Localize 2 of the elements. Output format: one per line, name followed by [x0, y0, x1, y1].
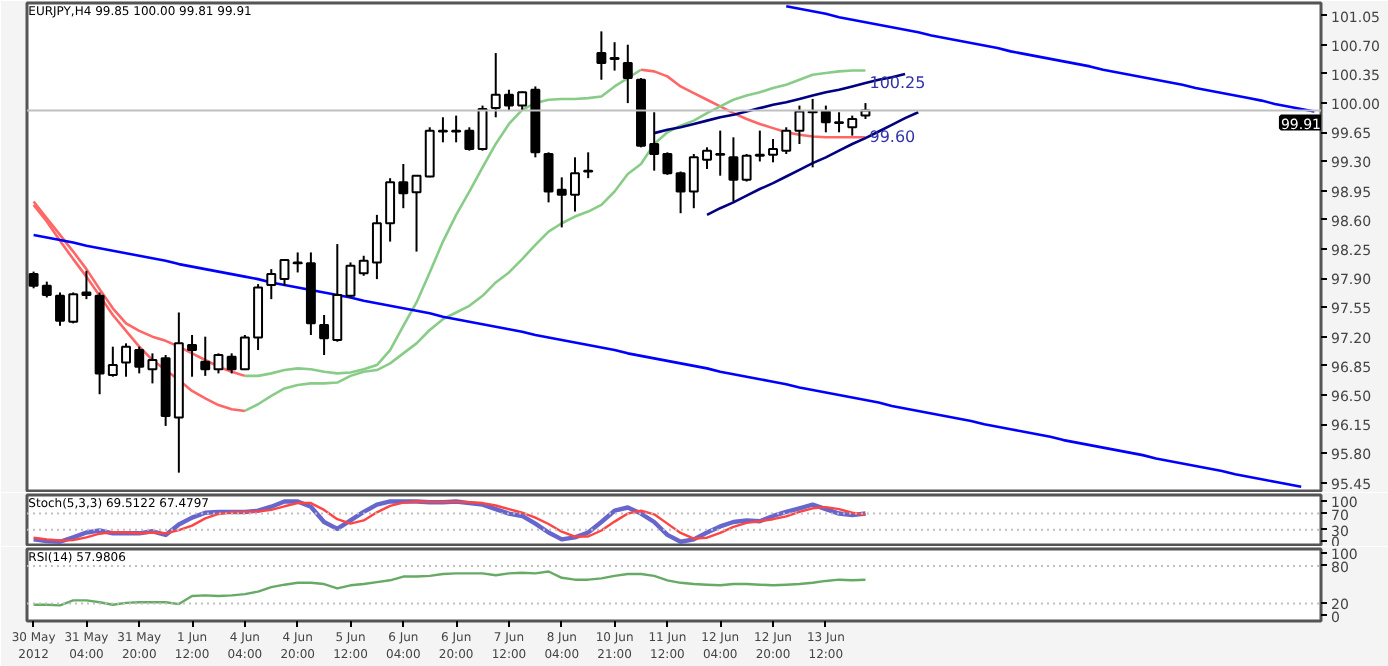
annotation: 100.25	[869, 74, 926, 93]
annotation: 99.60	[869, 128, 916, 147]
